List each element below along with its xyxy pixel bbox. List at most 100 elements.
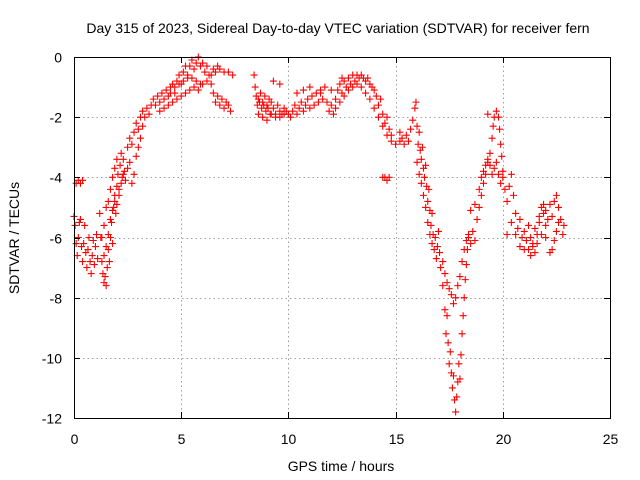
- data-point: [460, 294, 468, 302]
- data-point: [276, 113, 284, 121]
- data-point: [417, 155, 425, 163]
- data-point: [446, 348, 454, 356]
- data-point: [194, 86, 202, 94]
- data-point: [128, 179, 136, 187]
- data-point: [456, 273, 464, 281]
- data-point: [126, 134, 134, 142]
- data-point: [304, 95, 312, 103]
- data-point: [385, 173, 393, 181]
- data-point: [308, 92, 316, 100]
- data-point: [415, 128, 423, 136]
- data-point: [372, 92, 380, 100]
- data-point: [263, 101, 271, 109]
- data-point: [81, 221, 89, 229]
- data-point: [499, 173, 507, 181]
- data-point: [115, 185, 123, 193]
- data-point: [291, 101, 299, 109]
- data-point: [156, 98, 164, 106]
- data-point: [415, 170, 423, 178]
- data-point: [103, 264, 111, 272]
- data-point: [428, 209, 436, 217]
- data-point: [293, 89, 301, 97]
- data-point: [263, 116, 271, 124]
- data-point: [251, 83, 259, 91]
- data-point: [201, 68, 209, 76]
- data-point: [192, 59, 200, 67]
- data-point: [424, 218, 432, 226]
- data-point: [314, 98, 322, 106]
- data-point: [89, 237, 97, 245]
- data-point: [505, 182, 513, 190]
- data-point: [96, 209, 104, 217]
- data-point: [542, 234, 550, 241]
- data-point: [139, 122, 147, 130]
- data-point: [259, 113, 267, 121]
- data-point: [444, 339, 452, 347]
- x-tick-label: 5: [178, 431, 186, 447]
- data-point: [383, 113, 391, 121]
- data-point: [102, 282, 110, 290]
- data-point: [259, 98, 267, 106]
- data-point: [130, 128, 138, 136]
- data-point: [209, 89, 217, 97]
- data-point: [302, 101, 310, 109]
- data-point: [379, 110, 387, 118]
- data-point: [190, 65, 198, 73]
- data-point: [512, 209, 520, 217]
- data-point: [419, 191, 427, 199]
- data-point: [186, 62, 194, 70]
- data-point: [411, 104, 419, 112]
- data-point: [349, 83, 357, 91]
- data-point: [134, 143, 142, 151]
- data-point: [445, 360, 453, 368]
- data-point: [525, 221, 533, 229]
- data-point: [507, 170, 515, 178]
- data-point: [531, 249, 539, 257]
- data-point: [531, 224, 539, 232]
- data-point: [164, 101, 172, 109]
- data-point: [456, 375, 464, 383]
- data-point: [212, 98, 220, 106]
- data-point: [441, 306, 449, 314]
- data-point: [520, 246, 528, 254]
- x-axis-label: GPS time / hours: [288, 458, 395, 474]
- data-point: [452, 408, 460, 416]
- data-point: [497, 179, 505, 187]
- data-point: [145, 110, 153, 118]
- data-point: [413, 122, 421, 130]
- data-point: [106, 215, 114, 223]
- data-point: [84, 246, 92, 254]
- x-tick-label: 25: [603, 431, 619, 447]
- data-point: [535, 218, 543, 226]
- data-point: [98, 234, 106, 241]
- data-point: [533, 230, 541, 238]
- data-point: [550, 197, 558, 205]
- data-point: [353, 80, 361, 88]
- data-point: [134, 125, 142, 133]
- data-point: [179, 68, 187, 76]
- data-point: [75, 218, 83, 226]
- data-point: [484, 110, 492, 118]
- data-point: [381, 119, 389, 127]
- data-point: [139, 107, 147, 115]
- data-point: [522, 237, 530, 245]
- data-point: [430, 246, 438, 254]
- data-point: [199, 59, 207, 67]
- data-point: [555, 203, 563, 211]
- data-point: [160, 95, 168, 103]
- data-point: [299, 86, 307, 94]
- y-axis-label: SDTVAR / TECUs: [6, 182, 22, 294]
- data-point: [112, 209, 120, 217]
- data-point: [462, 237, 470, 245]
- data-point: [118, 173, 126, 181]
- data-point: [418, 143, 426, 151]
- data-point: [520, 227, 528, 235]
- data-point: [98, 258, 106, 266]
- data-point: [108, 218, 116, 226]
- data-point: [449, 372, 457, 380]
- data-point: [166, 89, 174, 97]
- data-point: [102, 203, 110, 211]
- data-point: [436, 249, 444, 257]
- data-point: [497, 140, 505, 148]
